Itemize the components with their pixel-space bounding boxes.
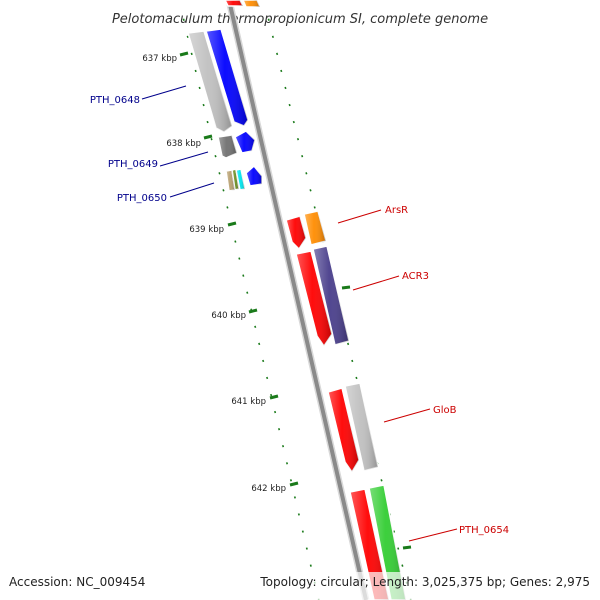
gene-acr3-red-shade [296,251,332,346]
track-dot-right [380,479,383,482]
tick-label-641: 641 kbp [231,397,266,407]
track-dot-right [284,86,287,90]
gene-label-pth0650[interactable]: PTH_0650 [117,193,167,204]
tick-label-642: 642 kbp [251,484,286,494]
gene-label-pth0648[interactable]: PTH_0648 [90,95,140,106]
track-dot-right [271,35,274,39]
track-dot-left [222,189,225,192]
tick-label-638: 638 kbp [166,139,201,149]
track-dot-right [309,189,312,192]
tick-637: 637 kbp [142,51,189,64]
track-dot-left [250,308,253,311]
gene-acr3-purple-shade [313,246,349,345]
track-dot-right [296,137,300,141]
track-dot-left [198,86,201,90]
track-dot-left [266,376,269,380]
track-dot-right [301,155,304,158]
track-dot-right [288,103,291,107]
track-dot-left [285,462,289,465]
gene-glob-gray-shade [345,383,378,471]
track-dot-left [226,206,229,209]
track-dot-left [277,427,281,431]
genome-backbone [225,0,370,600]
track-dot-left [234,240,237,243]
track-dot-right [267,18,270,21]
track-dot-left [182,18,185,21]
track-dot-left [214,155,217,158]
right-track-ticks [341,285,412,550]
topology-text: Topology: circular; Length: 3,025,375 bp… [259,575,590,589]
tick-label-637: 637 kbp [142,54,177,64]
gene-features [187,0,407,600]
gene-pth0650-olive-shade [232,169,239,190]
track-dot-left [281,445,285,448]
tick-640: 640 kbp [211,308,258,321]
track-dot-right [280,69,283,73]
track-dot-left [238,257,241,260]
tick-641: 641 kbp [231,394,279,407]
track-dot-left [289,479,293,482]
gene-labels: PTH_0648 PTH_0649 PTH_0650 ArsR ACR3 Glo… [90,95,509,536]
gene-pth0654-green-shade [369,485,406,600]
track-dot-left [218,172,221,175]
track-dot-right [397,547,400,550]
gene-arsr-red-shade [286,216,306,249]
gene-pth0650-tan-shade [226,170,235,191]
footer: Accession: NC_009454 Topology: circular;… [0,572,600,600]
track-dot-left [190,52,193,56]
track-dot-right [305,172,308,175]
tick-639: 639 kbp [189,221,237,235]
track-dot-left [262,359,265,363]
gene-label-pth0654[interactable]: PTH_0654 [459,525,509,536]
track-dot-left [186,35,189,39]
track-dot-left [246,291,249,294]
track-dot-right [292,120,295,124]
track-dot-left [309,564,312,567]
map-title: Pelotomaculum thermopropionicum SI, comp… [112,12,488,27]
track-dot-right [401,564,404,567]
gene-pth0650-cyan-shade [236,169,245,190]
gene-label-pth0649[interactable]: PTH_0649 [108,159,158,170]
track-dot-left [194,69,197,73]
track-dot-left [274,410,277,414]
gene-pth0649-blue-shade [235,131,255,153]
gene-top-orange-shade [243,0,260,7]
track-dot-left [270,393,273,397]
tick-642: 642 kbp [251,481,299,494]
gene-arsr-orange-shade [304,211,326,245]
track-dot-left [301,530,304,533]
track-dot-left [305,547,308,550]
track-dot-right [351,359,354,363]
gene-leader-lines [141,85,458,542]
track-dot-left [297,513,300,516]
gene-top-red-shade [225,0,243,6]
gene-pth0650-blue-shade [246,166,262,186]
track-dot-left [258,342,261,346]
tick-label-639: 639 kbp [189,225,224,235]
track-dot-right [313,206,316,209]
accession-text: Accession: NC_009454 [9,575,145,589]
gene-label-glob[interactable]: GloB [433,405,457,416]
track-dot-left [293,496,296,499]
tick-marks: 637 kbp 638 kbp 639 kbp 640 kbp 641 kbp … [142,51,299,494]
track-dot-right [355,376,358,380]
track-dot-right [347,342,350,346]
track-dot-right [276,52,279,56]
track-dot-left [206,120,209,124]
track-dot-left [242,274,245,277]
track-dot-left [254,325,257,329]
gene-label-acr3[interactable]: ACR3 [402,271,429,282]
gene-pth0649-darkgray-shade [218,135,237,158]
tick-638: 638 kbp [166,134,213,149]
track-dot-left [202,103,205,107]
track-dot-left [210,137,213,141]
tick-label-640: 640 kbp [211,311,246,321]
gene-pth0648-gray-shade [188,31,232,132]
gene-pth0648-blue-shade [206,29,248,126]
gene-label-arsr[interactable]: ArsR [385,205,408,216]
gene-glob-red-shade [328,388,359,472]
